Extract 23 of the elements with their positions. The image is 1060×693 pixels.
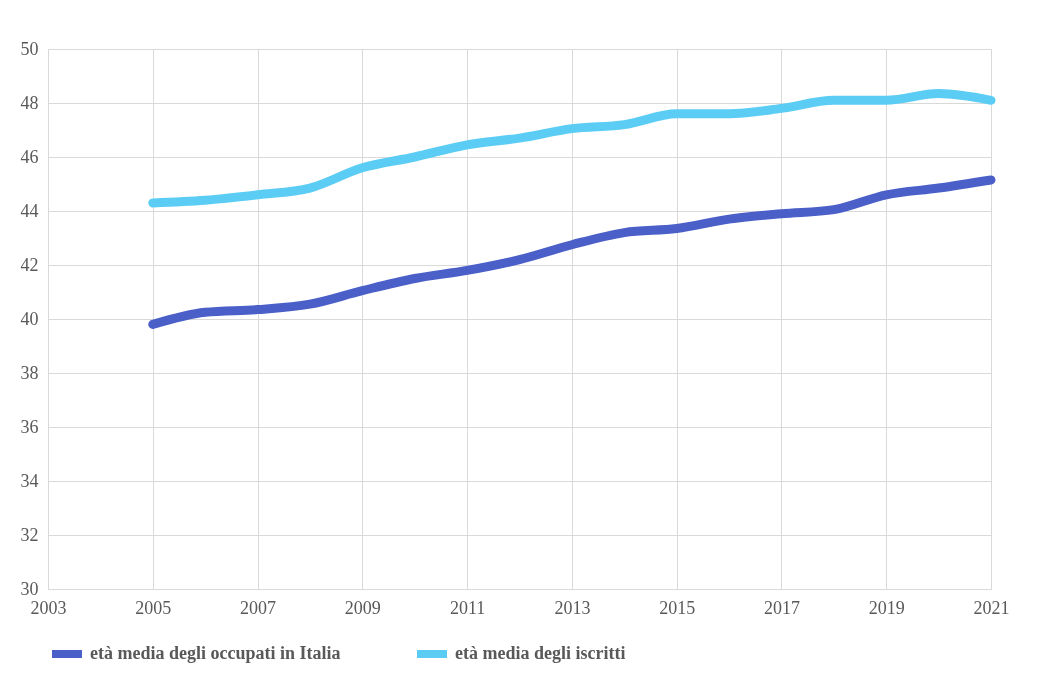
x-tick-label: 2013 [554,597,591,618]
y-tick-label: 40 [20,308,39,329]
y-tick-label: 48 [20,92,39,113]
x-tick-label: 2005 [135,597,172,618]
y-tick-label: 44 [20,200,39,221]
legend-label: età media degli occupati in Italia [90,643,341,663]
y-tick-label: 34 [20,470,39,491]
y-tick-label: 32 [20,524,39,545]
legend-label: età media degli iscritti [455,643,626,663]
y-tick-label: 38 [20,362,39,383]
x-tick-label: 2003 [30,597,67,618]
x-tick-label: 2021 [973,597,1010,618]
x-tick-label: 2011 [449,597,486,618]
y-tick-label: 46 [20,146,39,167]
x-tick-label: 2007 [240,597,277,618]
x-tick-label: 2019 [868,597,905,618]
x-tick-label: 2015 [659,597,696,618]
x-tick-label: 2009 [344,597,381,618]
x-tick-label: 2017 [763,597,800,618]
y-tick-label: 50 [20,38,39,59]
y-tick-label: 42 [20,254,39,275]
y-tick-label: 36 [20,416,39,437]
y-tick-label: 30 [20,578,39,599]
